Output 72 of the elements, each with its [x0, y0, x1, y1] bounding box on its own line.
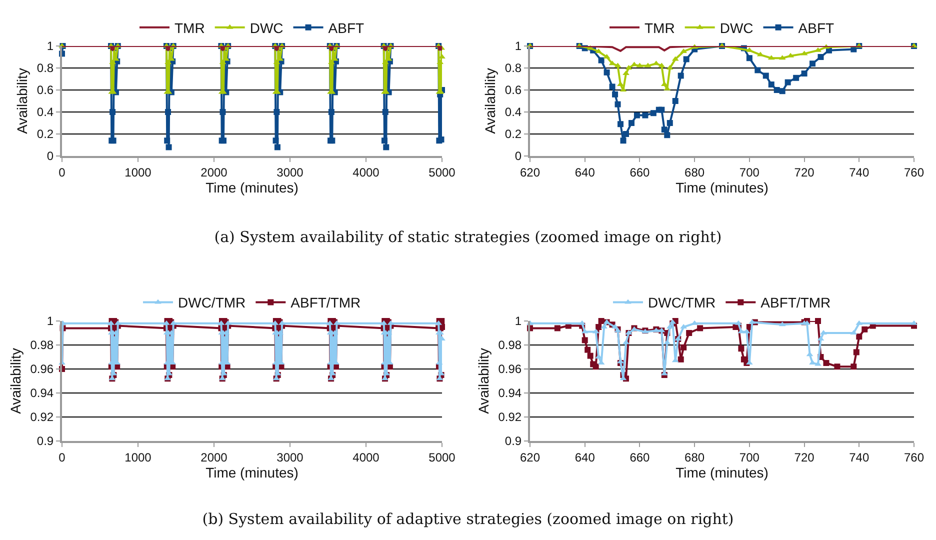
y-tick-label: 0.92	[30, 410, 54, 424]
y-tick-label: 1	[514, 39, 522, 54]
x-tick-label: 720	[794, 450, 815, 464]
y-tick-label: 0.2	[504, 127, 522, 142]
y-tick-label: 0.4	[504, 105, 522, 120]
y-tick-label: 1	[46, 314, 54, 328]
x-axis-title: Time (minutes)	[676, 179, 768, 196]
x-tick-label: 720	[794, 165, 815, 180]
x-tick-label: 640	[574, 450, 596, 464]
x-tick-label: 660	[630, 165, 650, 180]
legend-label: TMR	[174, 20, 205, 36]
x-tick-label: 620	[520, 165, 540, 180]
y-axis-title: Availability	[14, 68, 30, 134]
x-tick-label: 760	[904, 165, 924, 180]
y-tick-label: 0.98	[30, 338, 54, 352]
y-tick-label: 1	[46, 39, 54, 54]
text: (a) System availability of static strategies (zoomed image on right)	[213, 228, 723, 246]
x-tick-label: 3000	[276, 165, 304, 180]
x-tick-label: 640	[574, 165, 596, 180]
y-tick-label: 0.2	[36, 127, 54, 142]
y-tick-label: 0.6	[504, 83, 522, 98]
x-tick-label: 2000	[200, 165, 228, 180]
x-tick-label: 3000	[276, 450, 304, 464]
y-axis-title: Availability	[475, 348, 492, 414]
y-tick-label: 0	[46, 149, 54, 164]
legend-label: TMR	[644, 20, 675, 36]
x-axis-title: Time (minutes)	[206, 179, 298, 196]
x-tick-label: 740	[849, 165, 870, 180]
x-tick-label: 680	[684, 450, 705, 464]
x-tick-label: 1000	[124, 450, 152, 464]
y-tick-label: 0.6	[36, 83, 54, 98]
x-tick-label: 4000	[352, 165, 380, 180]
y-tick-label: 0.8	[36, 61, 54, 76]
x-tick-label: 740	[849, 450, 870, 464]
x-tick-label: 620	[520, 450, 540, 464]
legend-label: DWC	[250, 20, 284, 36]
x-tick-label: 700	[739, 165, 760, 180]
x-tick-label: 5000	[428, 450, 456, 464]
y-axis-title: Availability	[7, 348, 24, 414]
y-tick-label: 0.92	[498, 410, 522, 424]
y-tick-label: 0.96	[498, 362, 522, 376]
x-tick-label: 660	[630, 450, 650, 464]
text: (b) System availability of adaptive strategies (zoomed image on right)	[201, 510, 735, 528]
x-axis-title: Time (minutes)	[206, 464, 298, 480]
legend-label: ABFT	[798, 20, 834, 36]
x-tick-label: 1000	[124, 165, 152, 180]
y-tick-label: 0.9	[504, 434, 522, 448]
x-tick-label: 760	[904, 450, 924, 464]
y-tick-label: 0	[514, 149, 522, 164]
x-tick-label: 2000	[200, 450, 228, 464]
legend-label: ABFT/TMR	[760, 294, 831, 311]
y-tick-label: 0.8	[504, 61, 522, 76]
y-axis-title: Availability	[482, 68, 498, 134]
legend-label: ABFT	[328, 20, 364, 36]
legend-label: DWC/TMR	[178, 294, 246, 311]
x-tick-label: 680	[684, 165, 705, 180]
x-axis-title: Time (minutes)	[676, 464, 768, 480]
x-tick-label: 0	[58, 450, 66, 464]
y-tick-label: 0.94	[498, 386, 522, 400]
y-tick-label: 0.94	[30, 386, 54, 400]
x-tick-label: 700	[739, 450, 760, 464]
y-tick-label: 0.98	[498, 338, 522, 352]
legend-label: DWC/TMR	[648, 294, 716, 311]
y-tick-label: 0.96	[30, 362, 54, 376]
x-tick-label: 0	[58, 165, 66, 180]
legend-label: ABFT/TMR	[290, 294, 361, 311]
y-tick-label: 0.9	[36, 434, 54, 448]
x-tick-label: 4000	[352, 450, 380, 464]
legend-label: DWC	[720, 20, 754, 36]
y-tick-label: 0.4	[36, 105, 54, 120]
x-tick-label: 5000	[428, 165, 456, 180]
y-tick-label: 1	[514, 314, 522, 328]
